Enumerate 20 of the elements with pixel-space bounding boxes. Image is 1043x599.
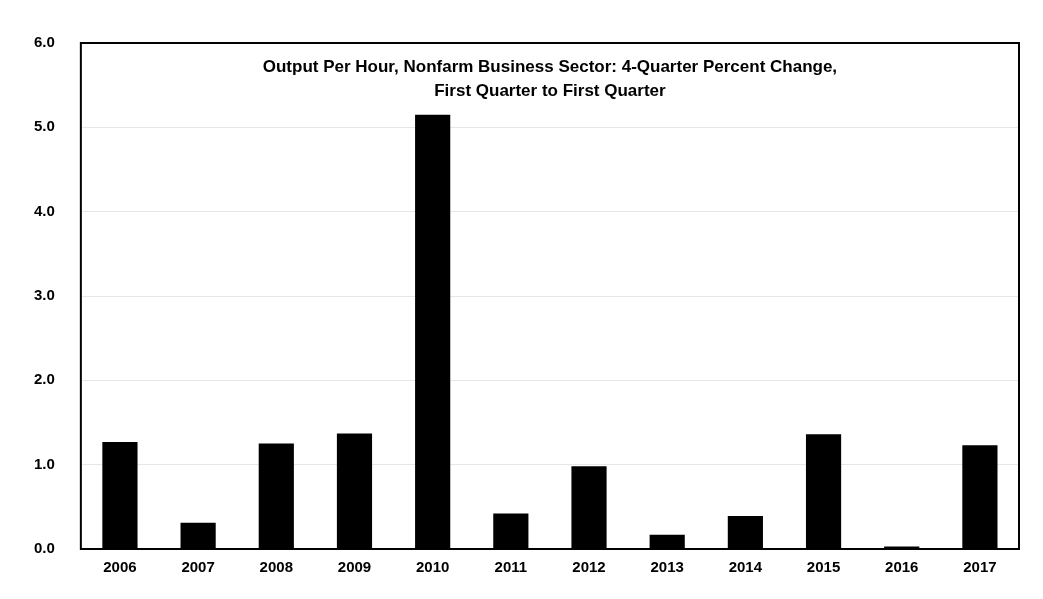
y-tick-label: 3.0 <box>33 286 55 304</box>
x-tick-label: 2013 <box>650 558 684 576</box>
y-tick-label: 6.0 <box>33 33 55 51</box>
x-tick-label: 2015 <box>806 558 841 576</box>
x-tick-label: 2014 <box>728 558 763 576</box>
x-tick-label: 2016 <box>885 558 919 576</box>
x-tick-label: 2010 <box>415 558 450 576</box>
x-tick-label: 2007 <box>181 558 215 576</box>
text: Output Per Hour, Nonfarm Business Sector: 4-Quarter Percent Change, First Quarter to First Quarter <box>262 57 838 101</box>
x-tick-label: 2017 <box>963 558 997 576</box>
y-tick-label: 4.0 <box>33 201 55 219</box>
x-tick-label: 2008 <box>259 558 293 576</box>
y-tick-label: 0.0 <box>33 539 55 557</box>
x-tick-label: 2009 <box>337 558 372 576</box>
y-tick-label: 1.0 <box>33 454 55 472</box>
y-tick-label: 2.0 <box>33 370 55 388</box>
x-tick-label: 2011 <box>494 558 528 576</box>
x-tick-label: 2006 <box>103 558 137 576</box>
x-tick-label: 2012 <box>572 558 606 576</box>
y-tick-label: 5.0 <box>33 117 55 135</box>
